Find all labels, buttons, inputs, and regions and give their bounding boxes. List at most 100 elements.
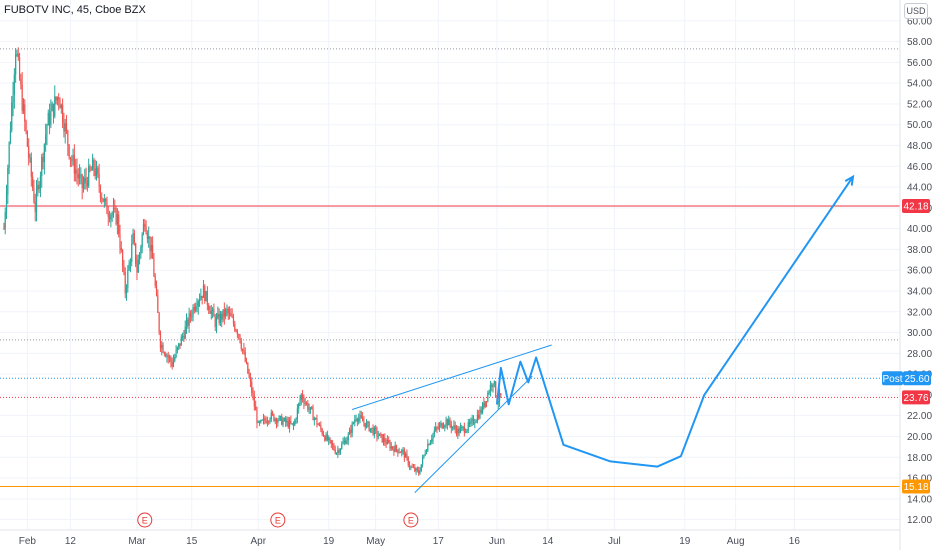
candle-body <box>474 422 476 424</box>
price-badges: 42.18 Post 25.60 23.76 15.18 <box>882 198 931 494</box>
wedge-lower-trendline <box>414 375 533 493</box>
earnings-marker[interactable]: E <box>403 512 419 528</box>
candle-body <box>360 415 362 418</box>
candle-body <box>110 215 112 220</box>
post-market-price-badge-bg <box>903 371 931 386</box>
candle-body <box>326 434 328 441</box>
price-tick-label: 14.00 <box>907 494 932 505</box>
candle-body <box>449 419 451 425</box>
post-market-label: Post <box>882 374 902 385</box>
candle-body <box>380 433 382 435</box>
candle-body <box>248 373 250 378</box>
candle-body <box>69 157 72 160</box>
candle-body <box>75 169 77 174</box>
time-tick-label: Jun <box>489 536 505 547</box>
candle-body <box>33 187 35 203</box>
candle-body <box>103 198 105 202</box>
candle-body <box>35 190 38 212</box>
candle-body <box>283 418 285 421</box>
candle-body <box>51 103 53 111</box>
candle-body <box>273 414 275 421</box>
candle-body <box>56 97 58 101</box>
candle-body <box>397 449 399 453</box>
candle-body <box>313 418 315 421</box>
candle-body <box>167 355 169 358</box>
candle-body <box>418 470 420 474</box>
candle-body <box>188 313 190 326</box>
candle-body <box>90 169 92 171</box>
candle-body <box>427 444 429 451</box>
candle-body <box>317 424 319 426</box>
resistance-price-badge: 42.18 <box>903 201 928 212</box>
candle-body <box>365 422 368 428</box>
candle-body <box>157 295 159 313</box>
candle-body <box>363 421 365 423</box>
candle-body <box>377 435 379 437</box>
price-tick-label: 28.00 <box>907 349 932 360</box>
candle-body <box>9 130 12 143</box>
candle-body <box>119 234 121 248</box>
candle-body <box>442 427 445 429</box>
candle-body <box>140 247 142 254</box>
candle-body <box>262 418 265 420</box>
candle-body <box>195 306 197 311</box>
candle-body <box>266 421 268 423</box>
candle-body <box>174 356 176 361</box>
candle-body <box>132 233 134 244</box>
candle-body <box>205 291 207 302</box>
wedge-upper-trendline <box>352 344 552 410</box>
candle-body <box>355 418 357 420</box>
candle-body <box>321 429 323 435</box>
candle-body <box>495 381 497 397</box>
candle-body <box>124 272 126 294</box>
candle-body <box>47 112 49 126</box>
candle-body <box>243 349 245 352</box>
candle-body <box>171 361 173 367</box>
candle-body <box>230 313 232 317</box>
candle-body <box>71 159 73 161</box>
candle-body <box>350 429 352 433</box>
candle-body <box>238 334 240 336</box>
earnings-marker[interactable]: E <box>270 512 286 528</box>
candle-body <box>318 424 321 426</box>
candle-body <box>282 420 284 425</box>
earnings-marker[interactable]: E <box>137 512 153 528</box>
candle-body <box>12 94 14 103</box>
candle-body <box>277 420 279 424</box>
candle-body <box>133 233 135 244</box>
candle-body <box>239 334 241 343</box>
candle-body <box>493 381 495 384</box>
candle-body <box>480 409 482 413</box>
candle-body <box>378 433 381 436</box>
candle-body <box>440 423 442 425</box>
candle-body <box>196 306 198 308</box>
candle-body <box>278 416 280 421</box>
post-market-price-badge: 25.60 <box>904 374 929 385</box>
candle-body <box>159 332 162 349</box>
currency-unit[interactable]: USD <box>904 3 928 19</box>
candle-body <box>459 427 462 433</box>
candle-body <box>252 392 254 396</box>
price-tick-label: 52.00 <box>907 99 932 110</box>
candle-body <box>295 418 297 421</box>
candle-body <box>242 348 244 350</box>
candle-body <box>200 295 202 300</box>
candle-body <box>215 317 218 327</box>
candle-body <box>135 243 137 264</box>
candle-body <box>346 440 348 444</box>
candle-body <box>73 154 75 174</box>
candle-body <box>162 344 164 353</box>
candle-body <box>462 426 464 428</box>
candle-body <box>48 112 51 126</box>
candle-body <box>54 96 56 117</box>
candle-body <box>221 313 223 320</box>
candle-body <box>244 351 246 362</box>
candle-body <box>11 102 13 131</box>
candle-body <box>60 104 62 109</box>
candle-body <box>429 441 432 445</box>
candle-body <box>137 259 139 273</box>
time-tick-label: 16 <box>789 536 801 547</box>
candle-body <box>198 299 201 302</box>
